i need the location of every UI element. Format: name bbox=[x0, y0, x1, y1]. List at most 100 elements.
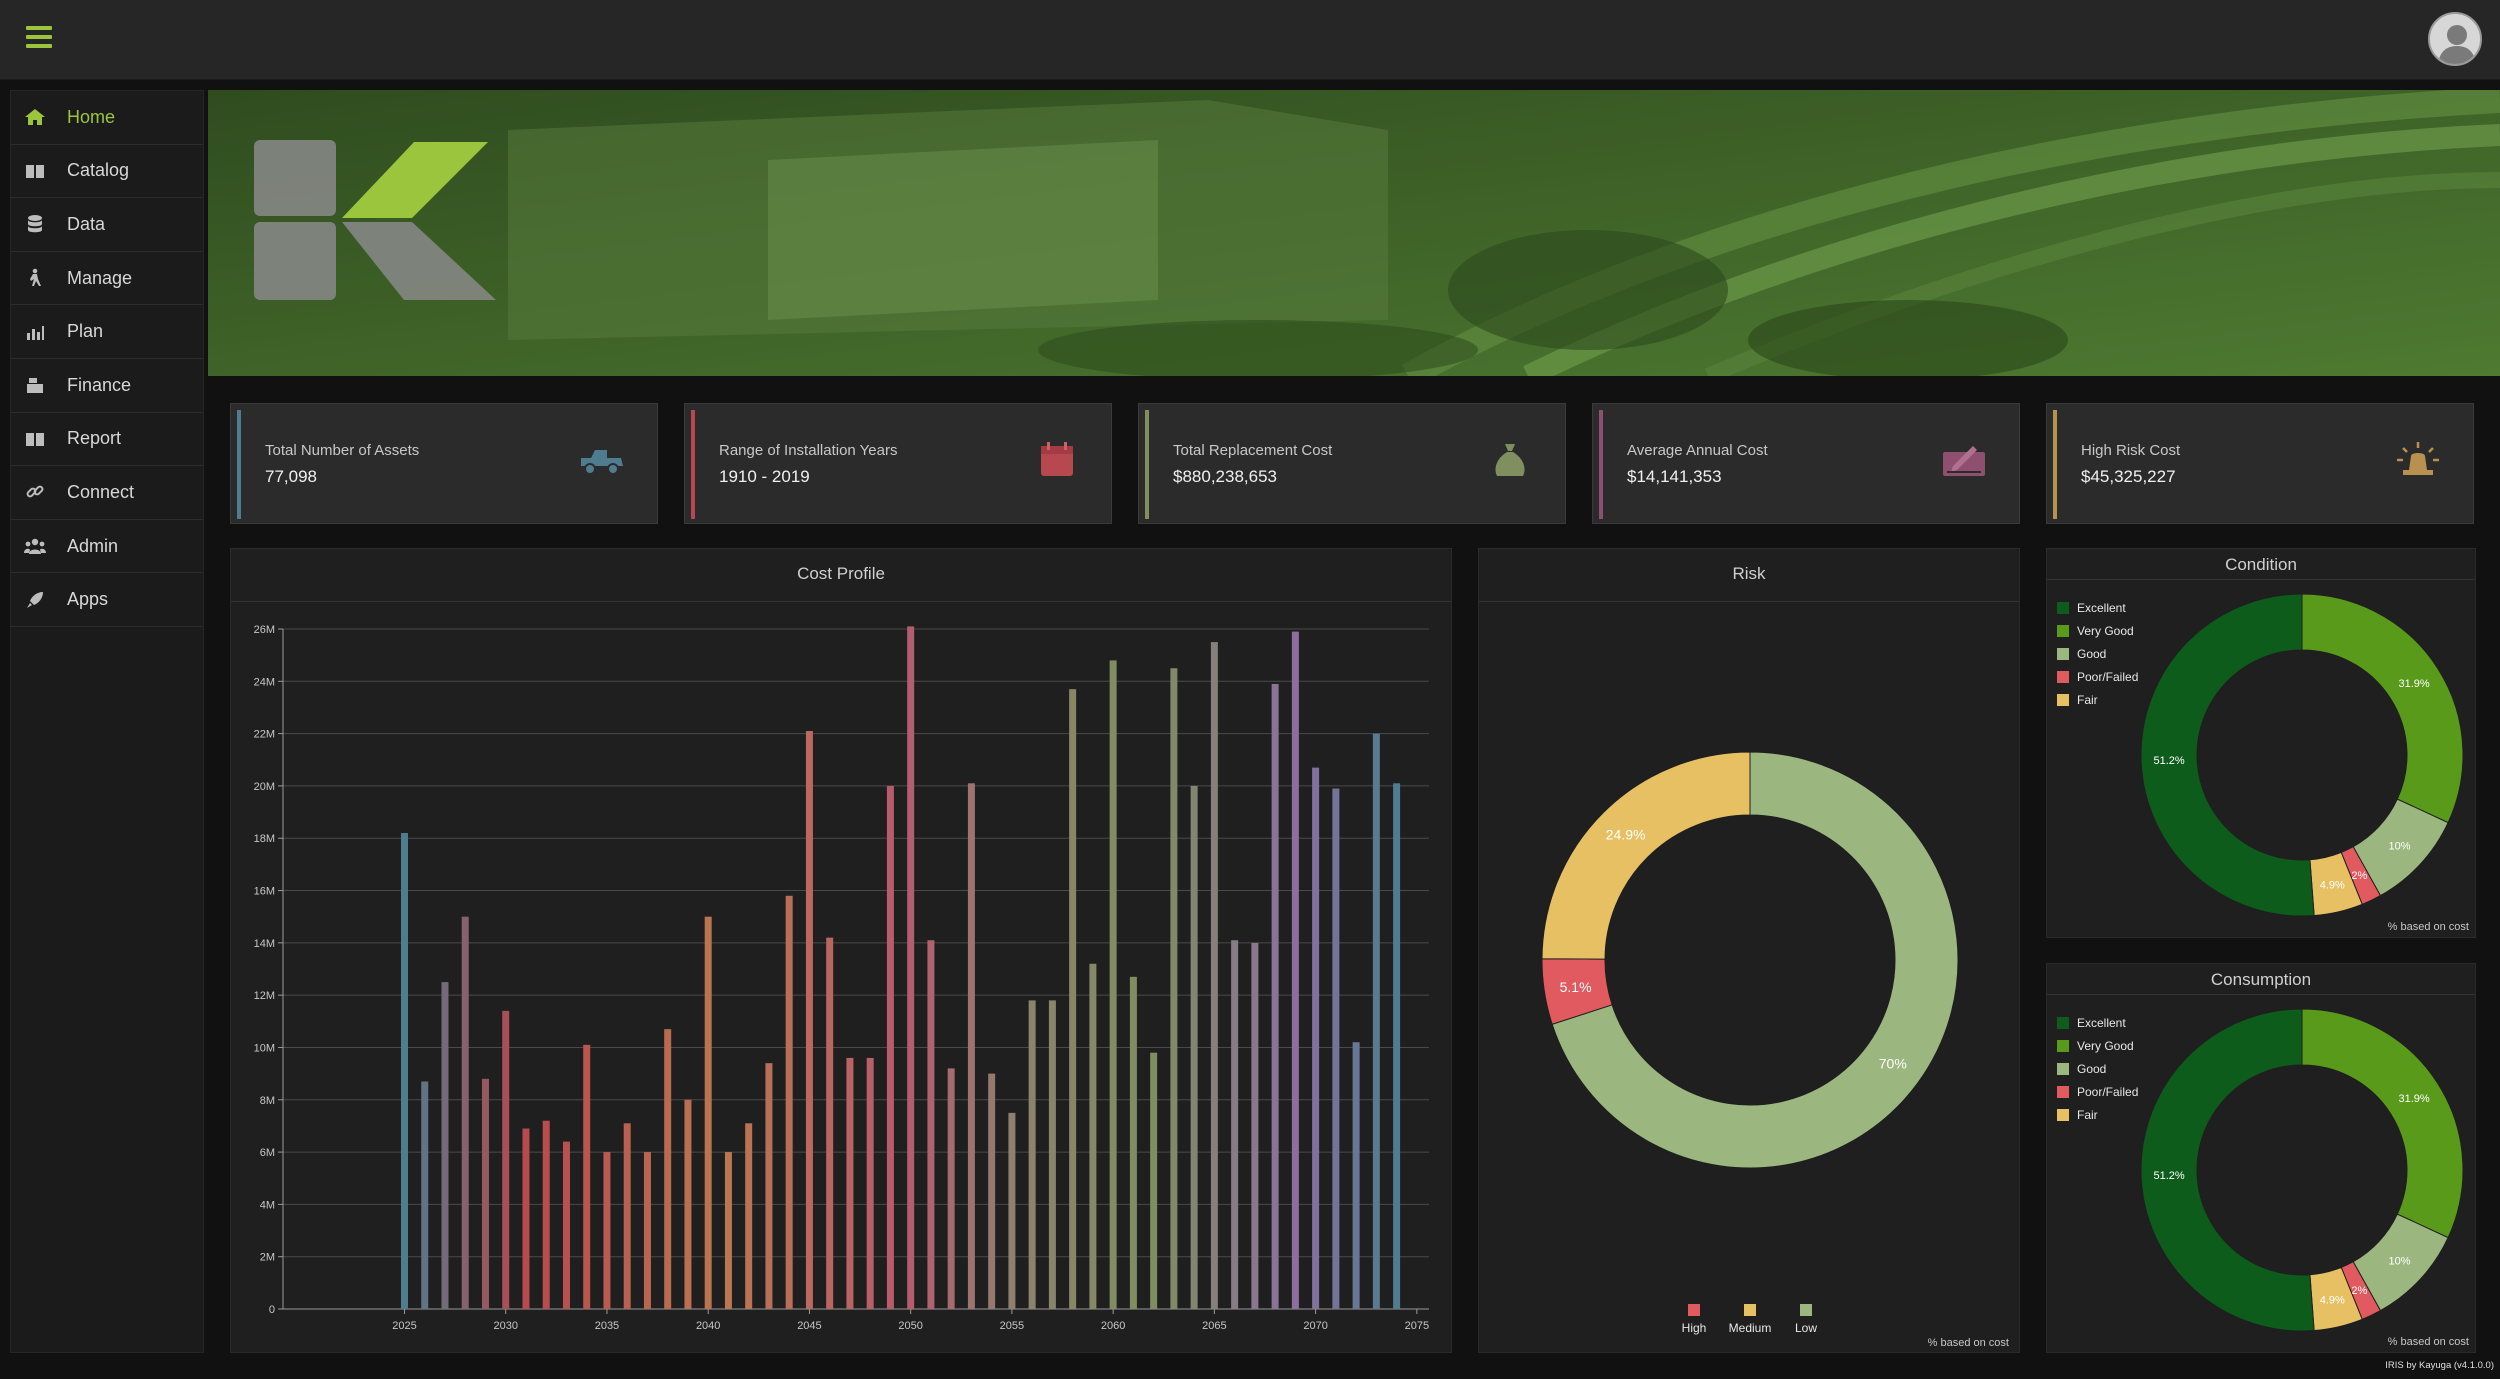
pie-slice-label: 31.9% bbox=[2398, 1093, 2429, 1105]
sidebar-item-manage[interactable]: Manage bbox=[11, 252, 203, 306]
chart-bar bbox=[603, 1152, 611, 1309]
pie-slice bbox=[2301, 593, 2464, 824]
pie-slice-label: 70% bbox=[1879, 1056, 1907, 1072]
chart-bar bbox=[988, 1073, 996, 1309]
legend-swatch bbox=[2057, 1039, 2069, 1052]
stat-value: $14,141,353 bbox=[1627, 467, 1722, 486]
divider bbox=[2047, 579, 2475, 580]
chart-bar bbox=[1372, 733, 1380, 1309]
legend-swatch bbox=[2057, 670, 2069, 683]
database-icon bbox=[23, 212, 47, 236]
truck-icon bbox=[581, 450, 623, 475]
x-tick-label: 2040 bbox=[696, 1320, 720, 1332]
legend-item[interactable]: Very Good bbox=[2057, 619, 2138, 642]
stat-card-installation-years: Range of Installation Years 1910 - 2019 bbox=[684, 403, 1112, 524]
chart-bar bbox=[704, 916, 712, 1309]
sidebar-item-connect[interactable]: Connect bbox=[11, 466, 203, 520]
divider bbox=[1479, 601, 2019, 602]
consumption-legend: Excellent Very Good Good Poor/Failed Fai… bbox=[2057, 1011, 2138, 1126]
user-avatar-icon[interactable] bbox=[2428, 12, 2482, 66]
legend-item[interactable]: Very Good bbox=[2057, 1034, 2138, 1057]
cost-basis-note: % based on cost bbox=[2387, 921, 2469, 933]
chart-bar bbox=[481, 1078, 489, 1309]
sidebar-item-finance[interactable]: Finance bbox=[11, 359, 203, 413]
sidebar-item-apps[interactable]: Apps bbox=[11, 573, 203, 627]
chart-bar bbox=[1028, 1000, 1036, 1309]
x-tick-label: 2060 bbox=[1101, 1320, 1125, 1332]
x-tick-label: 2070 bbox=[1303, 1320, 1327, 1332]
legend-item[interactable]: Fair bbox=[2057, 1103, 2138, 1126]
money-bag-icon bbox=[1495, 444, 1525, 476]
pie-slice bbox=[2140, 593, 2315, 917]
pie-slice-label: 31.9% bbox=[2398, 678, 2429, 690]
legend-label: Very Good bbox=[2077, 623, 2134, 638]
legend-swatch bbox=[2057, 647, 2069, 660]
chart-bar bbox=[947, 1068, 955, 1309]
sidebar-item-catalog[interactable]: Catalog bbox=[11, 145, 203, 199]
stat-label: Total Replacement Cost bbox=[1173, 442, 1333, 459]
bar-chart-icon bbox=[23, 320, 47, 344]
y-tick-label: 4M bbox=[260, 1199, 275, 1211]
rocket-icon bbox=[23, 588, 47, 612]
panel-title: Risk bbox=[1732, 564, 1766, 583]
y-tick-label: 12M bbox=[254, 990, 275, 1002]
chart-bar bbox=[583, 1044, 591, 1309]
legend-swatch bbox=[2057, 1085, 2069, 1098]
home-icon bbox=[23, 105, 47, 129]
chart-bar bbox=[522, 1128, 530, 1309]
chart-bar bbox=[1231, 940, 1239, 1309]
legend-item[interactable]: Poor/Failed bbox=[2057, 665, 2138, 688]
hiker-icon bbox=[23, 266, 47, 290]
stat-card-replacement-cost: Total Replacement Cost $880,238,653 bbox=[1138, 403, 1566, 524]
chart-bar bbox=[542, 1120, 550, 1309]
sidebar-item-label: Data bbox=[67, 213, 106, 234]
chart-bar bbox=[1251, 942, 1259, 1309]
sidebar-item-data[interactable]: Data bbox=[11, 198, 203, 252]
pie-slice-label: 5.1% bbox=[1560, 979, 1592, 995]
x-tick-label: 2050 bbox=[898, 1320, 922, 1332]
chart-bar bbox=[502, 1010, 510, 1309]
y-tick-label: 8M bbox=[260, 1095, 275, 1107]
chart-bar bbox=[1008, 1112, 1016, 1309]
x-tick-label: 2055 bbox=[1000, 1320, 1024, 1332]
legend-item[interactable]: Fair bbox=[2057, 688, 2138, 711]
y-tick-label: 24M bbox=[254, 676, 275, 688]
sidebar-item-admin[interactable]: Admin bbox=[11, 520, 203, 574]
cash-register-icon bbox=[23, 373, 47, 397]
legend-item[interactable]: Excellent bbox=[2057, 1011, 2138, 1034]
sidebar-item-plan[interactable]: Plan bbox=[11, 305, 203, 359]
stat-value: $880,238,653 bbox=[1173, 467, 1277, 486]
legend-item[interactable]: Poor/Failed bbox=[2057, 1080, 2138, 1103]
book-icon bbox=[23, 427, 47, 451]
y-tick-label: 14M bbox=[254, 938, 275, 950]
stat-accent-bar bbox=[1599, 410, 1603, 519]
chart-bar bbox=[1150, 1052, 1158, 1309]
chart-bar bbox=[785, 895, 793, 1309]
consumption-donut-chart: 31.9% 10% 2% 4.9% 51.2% bbox=[2140, 1008, 2464, 1332]
legend-swatch bbox=[1688, 1304, 1700, 1316]
hamburger-icon[interactable] bbox=[26, 26, 52, 48]
legend-item[interactable]: Good bbox=[2057, 642, 2138, 665]
x-tick-label: 2075 bbox=[1405, 1320, 1429, 1332]
legend-item[interactable]: Good bbox=[2057, 1057, 2138, 1080]
sidebar-item-label: Admin bbox=[67, 535, 119, 556]
chart-bar bbox=[907, 626, 915, 1309]
chart-bar bbox=[421, 1081, 429, 1309]
sidebar-item-report[interactable]: Report bbox=[11, 413, 203, 467]
legend-label: High bbox=[1682, 1321, 1707, 1335]
legend-label: Good bbox=[2077, 646, 2107, 661]
stat-accent-bar bbox=[237, 410, 241, 519]
sidebar-item-home[interactable]: Home bbox=[11, 91, 203, 145]
chart-bar bbox=[1210, 642, 1218, 1309]
sidebar-item-label: Plan bbox=[67, 321, 104, 342]
stat-value: 1910 - 2019 bbox=[719, 467, 810, 486]
x-tick-label: 2045 bbox=[797, 1320, 821, 1332]
signature-icon bbox=[1943, 446, 1985, 476]
legend-label: Fair bbox=[2077, 1107, 2098, 1122]
chart-bar bbox=[562, 1141, 570, 1309]
stat-accent-bar bbox=[1145, 410, 1149, 519]
sidebar-item-label: Finance bbox=[67, 374, 132, 395]
chart-bar bbox=[1069, 689, 1077, 1309]
chart-bar bbox=[826, 937, 834, 1309]
legend-item[interactable]: Excellent bbox=[2057, 596, 2138, 619]
